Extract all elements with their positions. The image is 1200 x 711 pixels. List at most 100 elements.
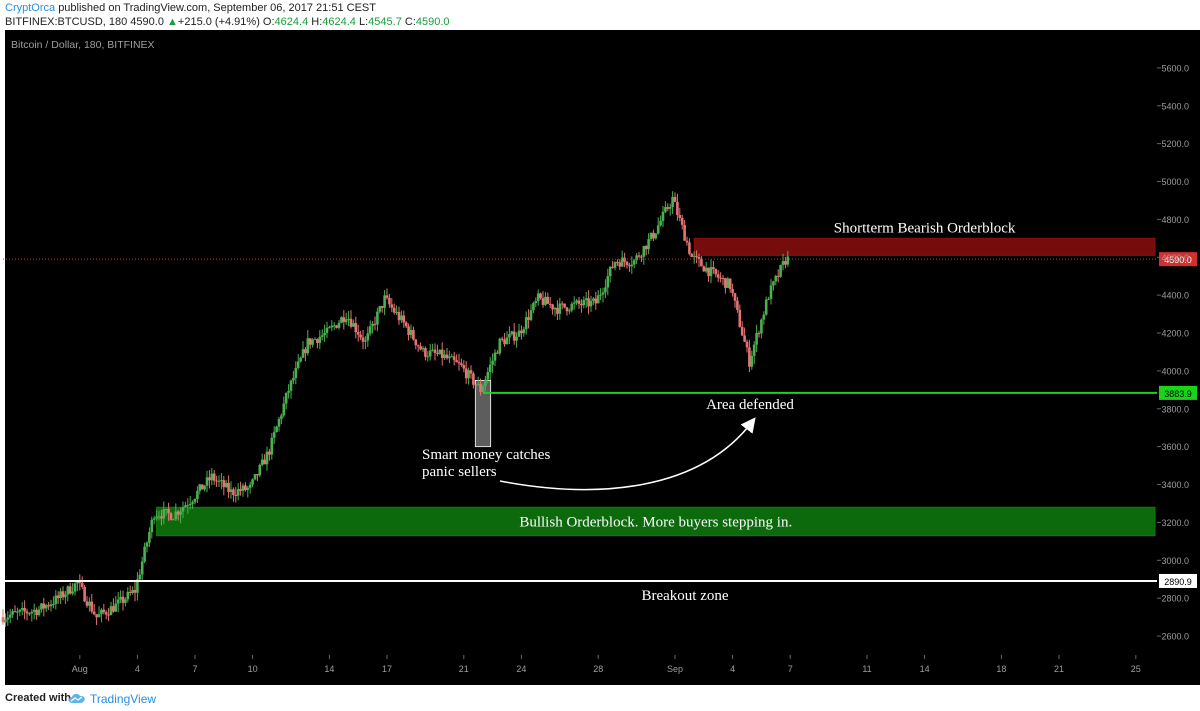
candle-body: [608, 266, 612, 277]
candle-body: [28, 613, 31, 615]
candle-body: [191, 502, 194, 504]
candle-body: [613, 262, 617, 268]
candle-body: [486, 372, 490, 380]
candle-body: [428, 350, 432, 357]
candle-body: [443, 354, 446, 358]
candle-body: [520, 330, 523, 334]
candle-body: [390, 304, 394, 308]
candle-body: [32, 609, 36, 612]
candle-body: [599, 294, 602, 296]
candle-body: [280, 415, 283, 419]
candle-body: [40, 603, 43, 610]
candle-body: [524, 317, 528, 330]
candle-body: [224, 482, 228, 488]
candle-body: [167, 508, 170, 514]
price-chart[interactable]: Bitcoin / Dollar, 180, BITFINEX Shortter…: [0, 30, 1200, 685]
candle-body: [71, 591, 74, 594]
candle-body: [59, 591, 62, 598]
candle-body: [750, 355, 754, 367]
candle-body: [587, 298, 590, 307]
candle-body: [695, 256, 698, 258]
candle-body: [23, 608, 26, 612]
candle-body: [335, 325, 338, 328]
candle-body: [76, 581, 79, 584]
x-tick-label: 21: [1054, 664, 1064, 674]
candle-body: [440, 349, 444, 358]
note-smart-money-line2: panic sellers: [422, 464, 497, 480]
candle-body: [512, 331, 516, 341]
candle-body: [616, 262, 619, 264]
candle-body: [431, 349, 434, 351]
candle-body: [64, 594, 67, 598]
candle-body: [661, 211, 665, 221]
candle-body: [373, 323, 377, 325]
candle-body: [152, 518, 156, 520]
candle-body: [172, 519, 175, 521]
candle-body: [421, 348, 425, 350]
bearish-orderblock-zone[interactable]: [693, 237, 1156, 256]
price-axis-background[interactable]: [1157, 30, 1200, 655]
candle-body: [56, 595, 60, 598]
candle-body: [553, 307, 557, 310]
candle-body: [359, 334, 362, 338]
candle-body: [724, 278, 727, 288]
high-label: H:: [311, 16, 323, 28]
y-tick-label: 5400.0: [1161, 101, 1189, 111]
author-name[interactable]: CryptOrca: [5, 2, 56, 14]
note-smart-money-line1: Smart money catches: [422, 447, 550, 463]
candle-body: [181, 507, 185, 512]
x-tick-label: 14: [920, 664, 930, 674]
x-tick-label: 11: [862, 664, 871, 674]
candle-body: [284, 392, 288, 404]
y-tick-label: 4800.0: [1161, 215, 1189, 225]
candle-body: [457, 362, 461, 364]
candle-body: [745, 341, 749, 348]
candle-body: [464, 368, 468, 379]
tradingview-cloud-icon: [69, 693, 85, 703]
candle-body: [640, 256, 643, 258]
candle-body: [772, 281, 775, 286]
candle-body: [539, 293, 542, 299]
candle-body: [47, 605, 50, 607]
y-tick-label: 4200.0: [1161, 329, 1189, 339]
candle-body: [11, 611, 14, 615]
candle-body: [409, 329, 413, 336]
candle-body: [577, 300, 581, 304]
candle-body: [589, 300, 593, 307]
breakout-price-tag: [1159, 573, 1197, 588]
bullish-orderblock-zone[interactable]: [156, 506, 1156, 537]
candle-body: [748, 347, 751, 367]
candle-body: [44, 605, 48, 609]
candle-body: [592, 298, 595, 301]
x-tick-label: 4: [135, 664, 140, 674]
candle-body: [630, 264, 634, 267]
candle-body: [6, 617, 10, 620]
candle-body: [347, 318, 350, 320]
candle-body: [493, 352, 497, 361]
candle-body: [637, 255, 641, 257]
candle-body: [769, 285, 773, 299]
candle-body: [208, 477, 211, 481]
candle-body: [424, 348, 427, 357]
candle-body: [570, 303, 574, 311]
candle-body: [174, 511, 178, 520]
time-axis-background[interactable]: [5, 655, 1200, 685]
candle-body: [52, 604, 55, 606]
candle-body: [676, 201, 679, 216]
candle-body: [215, 480, 218, 482]
tradingview-brand[interactable]: TradingView: [90, 692, 157, 706]
candle-body: [73, 583, 77, 592]
candle-body: [66, 586, 70, 595]
candle-body: [654, 233, 658, 239]
y-tick-label: 5000.0: [1161, 177, 1189, 187]
candle-body: [604, 287, 607, 293]
x-tick-label: 17: [382, 664, 392, 674]
candle-body: [361, 337, 365, 342]
candle-body: [136, 579, 139, 593]
candle-body: [126, 591, 130, 600]
candle-body: [20, 608, 24, 610]
candle-body: [114, 603, 118, 612]
candle-body: [618, 262, 622, 267]
candle-body: [407, 326, 410, 336]
x-tick-label: 10: [248, 664, 258, 674]
